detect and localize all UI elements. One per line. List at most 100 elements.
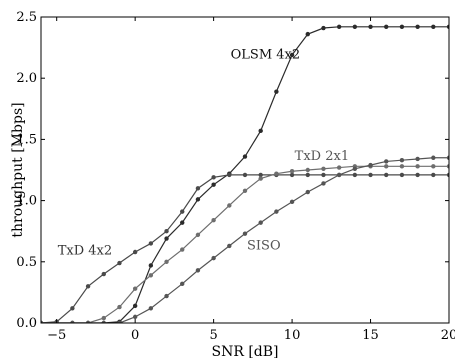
series-point [305,167,310,173]
series-point [336,165,342,170]
series-point [242,231,248,236]
series-point [227,243,232,249]
series-point [101,315,106,321]
series-point [211,182,216,187]
series-label: TxD 2x1 [295,149,349,164]
series-point [195,232,201,238]
series-point [321,25,326,31]
series-point [148,306,154,311]
series-point [289,199,295,205]
series-point [164,259,169,264]
x-tick-label: −5 [47,328,66,343]
x-tick-label: 10 [284,328,301,343]
y-tick-label: 2.5 [16,10,37,25]
series-label: SISO [247,239,281,254]
series-point [148,241,154,246]
series-point [180,247,185,252]
series-point [148,273,154,278]
series-point [211,217,216,223]
series-point [305,189,310,195]
series-point [289,172,295,178]
y-tick-label: 0.0 [16,316,37,331]
y-tick-label: 1.5 [16,132,37,147]
tick-layer: −5 0 5 10 15 20 0.0 0.5 1.0 1.5 2.0 2.5 [16,10,455,343]
series-point [274,171,279,176]
series-point [227,203,232,208]
series-point [431,164,436,169]
series-point [242,172,248,178]
series-point [384,24,389,29]
series-point [258,176,263,181]
series-point [352,166,358,171]
series-point [446,164,449,169]
x-axis-label: SNR [dB] [211,344,278,358]
series-point [305,31,310,37]
series-point [399,158,405,163]
series-point [180,220,185,225]
series-point [384,172,389,178]
series-point [258,128,263,134]
series-point [132,249,138,255]
series-point [85,320,91,323]
x-tick-label: 5 [209,328,217,343]
x-tick-label: 20 [441,328,455,343]
series-point [399,172,405,178]
series-point [70,306,75,311]
series-point [164,293,169,299]
series-label: TxD 4x2 [58,243,112,258]
series-point [336,172,342,178]
series-point [258,172,263,178]
series-point [336,24,342,29]
series-point [446,155,449,160]
series-point [415,156,420,162]
series-point [415,164,420,169]
series-point [211,255,216,261]
x-tick-label: 15 [362,328,379,343]
series-point [117,320,122,323]
plot-frame [40,16,450,324]
series-label: OLSM 4x2 [231,48,301,63]
series-point [431,172,436,178]
series-point [321,172,326,178]
series-point [321,181,326,186]
series-point [274,209,279,214]
series-point [132,286,138,291]
series-point [415,172,420,178]
series-point [132,303,138,309]
series-layer [41,24,449,323]
series-point [132,314,138,320]
series-point [41,320,44,323]
series-point [117,304,122,310]
series-point [431,24,436,29]
series-point [431,155,436,160]
series-point [70,320,75,323]
series-point [195,197,201,202]
series-point [180,209,185,214]
series-point [101,271,106,277]
series-point [368,162,373,168]
series-point [242,188,248,194]
series-label-layer: OLSM 4x2 TxD 4x2 TxD 2x1 SISO [58,48,349,259]
y-axis-label: throughput [Mbps] [10,102,26,237]
series-point [446,172,449,178]
series-point [242,154,248,159]
series-point [446,24,449,29]
series-point [85,284,91,289]
series-point [211,175,216,180]
series-point [289,52,295,58]
series-point [164,236,169,241]
series-point [180,281,185,287]
series-point [352,172,358,178]
series-point [352,24,358,29]
series-point [415,24,420,29]
series-point [305,172,310,178]
series-point [384,164,389,169]
y-tick-label: 0.5 [16,255,37,270]
series-point [274,89,279,94]
series-point [368,172,373,178]
series-point [117,260,122,266]
series-point [101,320,106,323]
series-point [164,229,169,234]
